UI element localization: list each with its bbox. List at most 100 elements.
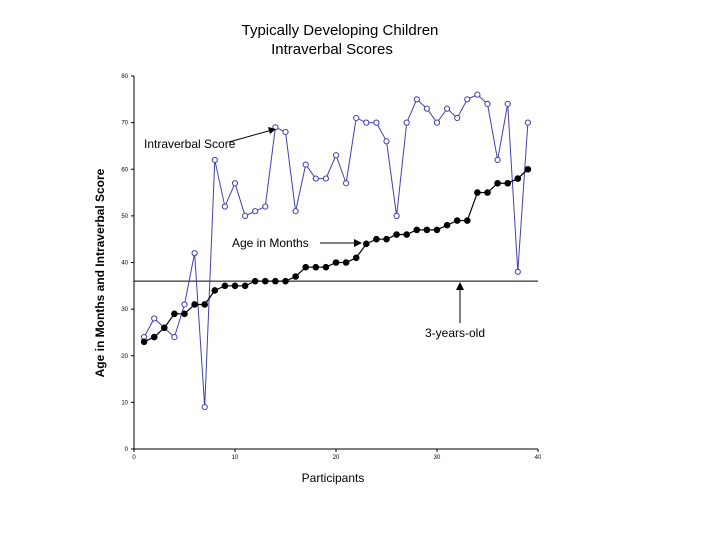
- data-point-intraverbal-score: [433, 119, 441, 126]
- y-tick-label: 40: [121, 261, 128, 267]
- data-point-age-in-months: [524, 165, 532, 173]
- series-points: [140, 91, 532, 411]
- y-axis-title: Age in Months and Intraverbal Score: [93, 168, 107, 377]
- data-point-age-in-months: [423, 226, 431, 234]
- data-point-age-in-months: [231, 282, 239, 290]
- data-point-intraverbal-score: [403, 119, 410, 126]
- annotation-age-in-months: Age in Months: [232, 236, 309, 250]
- chart-title: Typically Developing Children: [242, 22, 439, 39]
- y-tick-label: 10: [121, 400, 128, 406]
- data-point-intraverbal-score: [231, 180, 239, 187]
- data-point-age-in-months: [312, 263, 320, 271]
- data-point-intraverbal-score: [191, 250, 198, 257]
- annotation-3-years-arrowhead: [456, 282, 464, 290]
- data-point-age-in-months: [171, 310, 178, 318]
- data-point-age-in-months: [464, 217, 471, 224]
- data-point-age-in-months: [494, 179, 501, 187]
- data-point-intraverbal-score: [494, 156, 501, 164]
- data-point-intraverbal-score: [504, 100, 511, 108]
- data-point-age-in-months: [201, 301, 208, 308]
- data-point-age-in-months: [211, 287, 219, 294]
- data-point-age-in-months: [161, 324, 168, 332]
- data-point-age-in-months: [363, 240, 370, 248]
- annotation-intraverbal-arrowhead: [268, 127, 276, 134]
- data-point-age-in-months: [373, 235, 380, 243]
- data-point-intraverbal-score: [343, 180, 350, 187]
- data-point-age-in-months: [282, 277, 289, 285]
- x-ticks: 0 10 20 30 40: [132, 449, 542, 461]
- data-point-intraverbal-score: [474, 91, 481, 98]
- data-point-intraverbal-score: [171, 334, 178, 341]
- data-point-age-in-months: [322, 263, 330, 271]
- data-point-intraverbal-score: [353, 114, 360, 122]
- chart-subtitle: Intraverbal Scores: [271, 41, 393, 58]
- data-point-age-in-months: [140, 338, 148, 346]
- x-tick-label: 0: [132, 455, 136, 461]
- x-axis-title: Participants: [302, 471, 365, 485]
- data-point-age-in-months: [352, 254, 360, 262]
- data-point-intraverbal-score: [151, 315, 158, 322]
- x-tick-label: 30: [434, 455, 441, 461]
- data-point-age-in-months: [514, 175, 522, 182]
- data-point-intraverbal-score: [363, 119, 370, 126]
- data-point-age-in-months: [474, 189, 481, 196]
- data-point-intraverbal-score: [423, 105, 430, 112]
- series-line-age-in-months: [143, 168, 529, 343]
- y-tick-label: 60: [121, 167, 128, 173]
- data-point-age-in-months: [403, 231, 411, 238]
- y-tick-label: 70: [121, 121, 128, 127]
- data-point-intraverbal-score: [242, 212, 249, 219]
- data-point-age-in-months: [272, 277, 279, 285]
- annotation-age-arrowhead: [354, 239, 362, 247]
- data-point-intraverbal-score: [181, 301, 188, 308]
- data-point-intraverbal-score: [393, 212, 400, 219]
- data-point-age-in-months: [393, 231, 400, 238]
- data-point-age-in-months: [150, 333, 158, 341]
- data-point-age-in-months: [251, 277, 259, 285]
- data-point-age-in-months: [302, 263, 310, 271]
- data-point-intraverbal-score: [252, 208, 259, 215]
- data-point-age-in-months: [221, 282, 229, 290]
- y-tick-label: 0: [125, 447, 129, 453]
- data-point-age-in-months: [383, 235, 390, 243]
- data-point-intraverbal-score: [221, 203, 228, 210]
- data-point-intraverbal-score: [514, 268, 521, 275]
- data-point-age-in-months: [342, 259, 350, 266]
- data-point-intraverbal-score: [444, 105, 451, 112]
- y-tick-label: 30: [121, 307, 128, 313]
- x-tick-label: 10: [232, 455, 239, 461]
- data-point-intraverbal-score: [302, 161, 309, 168]
- data-point-age-in-months: [413, 226, 421, 234]
- data-point-age-in-months: [292, 273, 299, 280]
- y-ticks: 0 10 20 30 40 50 60 70 80: [121, 74, 134, 453]
- data-point-age-in-months: [181, 310, 188, 318]
- data-point-intraverbal-score: [332, 152, 340, 159]
- y-tick-label: 20: [121, 354, 128, 360]
- data-point-intraverbal-score: [292, 208, 299, 215]
- data-point-intraverbal-score: [201, 403, 208, 411]
- x-tick-label: 20: [333, 455, 340, 461]
- annotation-3-years-old: 3-years-old: [425, 326, 485, 340]
- data-point-age-in-months: [191, 301, 198, 308]
- data-point-age-in-months: [433, 226, 441, 234]
- data-point-intraverbal-score: [484, 100, 491, 108]
- data-point-intraverbal-score: [413, 96, 420, 103]
- data-point-age-in-months: [262, 277, 269, 285]
- x-tick-label: 40: [535, 455, 542, 461]
- y-tick-label: 50: [121, 214, 128, 220]
- data-point-intraverbal-score: [322, 175, 329, 182]
- data-point-intraverbal-score: [373, 119, 380, 126]
- data-point-intraverbal-score: [524, 119, 532, 126]
- data-point-age-in-months: [332, 259, 340, 266]
- data-point-intraverbal-score: [454, 114, 461, 122]
- data-point-age-in-months: [241, 282, 249, 290]
- data-point-age-in-months: [443, 221, 451, 229]
- data-point-intraverbal-score: [211, 156, 218, 164]
- data-point-intraverbal-score: [312, 175, 319, 182]
- annotation-intraverbal-arrow: [228, 129, 273, 143]
- data-point-intraverbal-score: [262, 203, 269, 210]
- data-point-age-in-months: [453, 217, 461, 224]
- annotation-intraverbal-score: Intraverbal Score: [144, 137, 236, 151]
- data-point-intraverbal-score: [464, 96, 471, 103]
